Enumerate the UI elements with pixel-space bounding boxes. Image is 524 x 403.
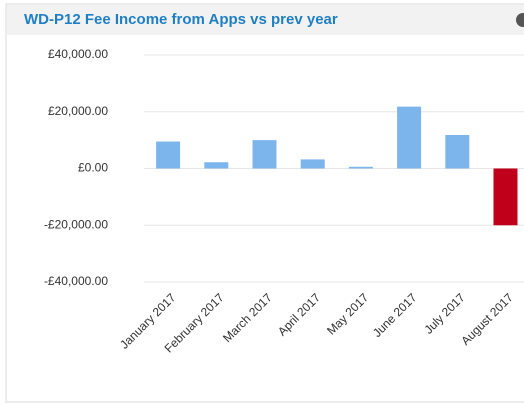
y-tick-label: -£40,000.00: [44, 274, 108, 288]
options-icon[interactable]: [516, 13, 524, 27]
bar: [493, 168, 518, 226]
panel-header: [7, 5, 524, 35]
y-tick-label: -£20,000.00: [44, 217, 108, 231]
bar: [445, 135, 470, 169]
y-tick-label: £20,000.00: [48, 104, 108, 118]
bar: [397, 106, 422, 169]
bar: [204, 162, 229, 169]
panel: [5, 3, 524, 403]
y-tick-label: £40,000.00: [48, 47, 108, 61]
chart-title: WD-P12 Fee Income from Apps vs prev year: [24, 11, 338, 28]
y-tick-label: £0.00: [78, 161, 108, 175]
bar: [252, 140, 277, 169]
bar: [348, 166, 373, 169]
bar: [300, 159, 325, 169]
bar: [156, 141, 181, 169]
